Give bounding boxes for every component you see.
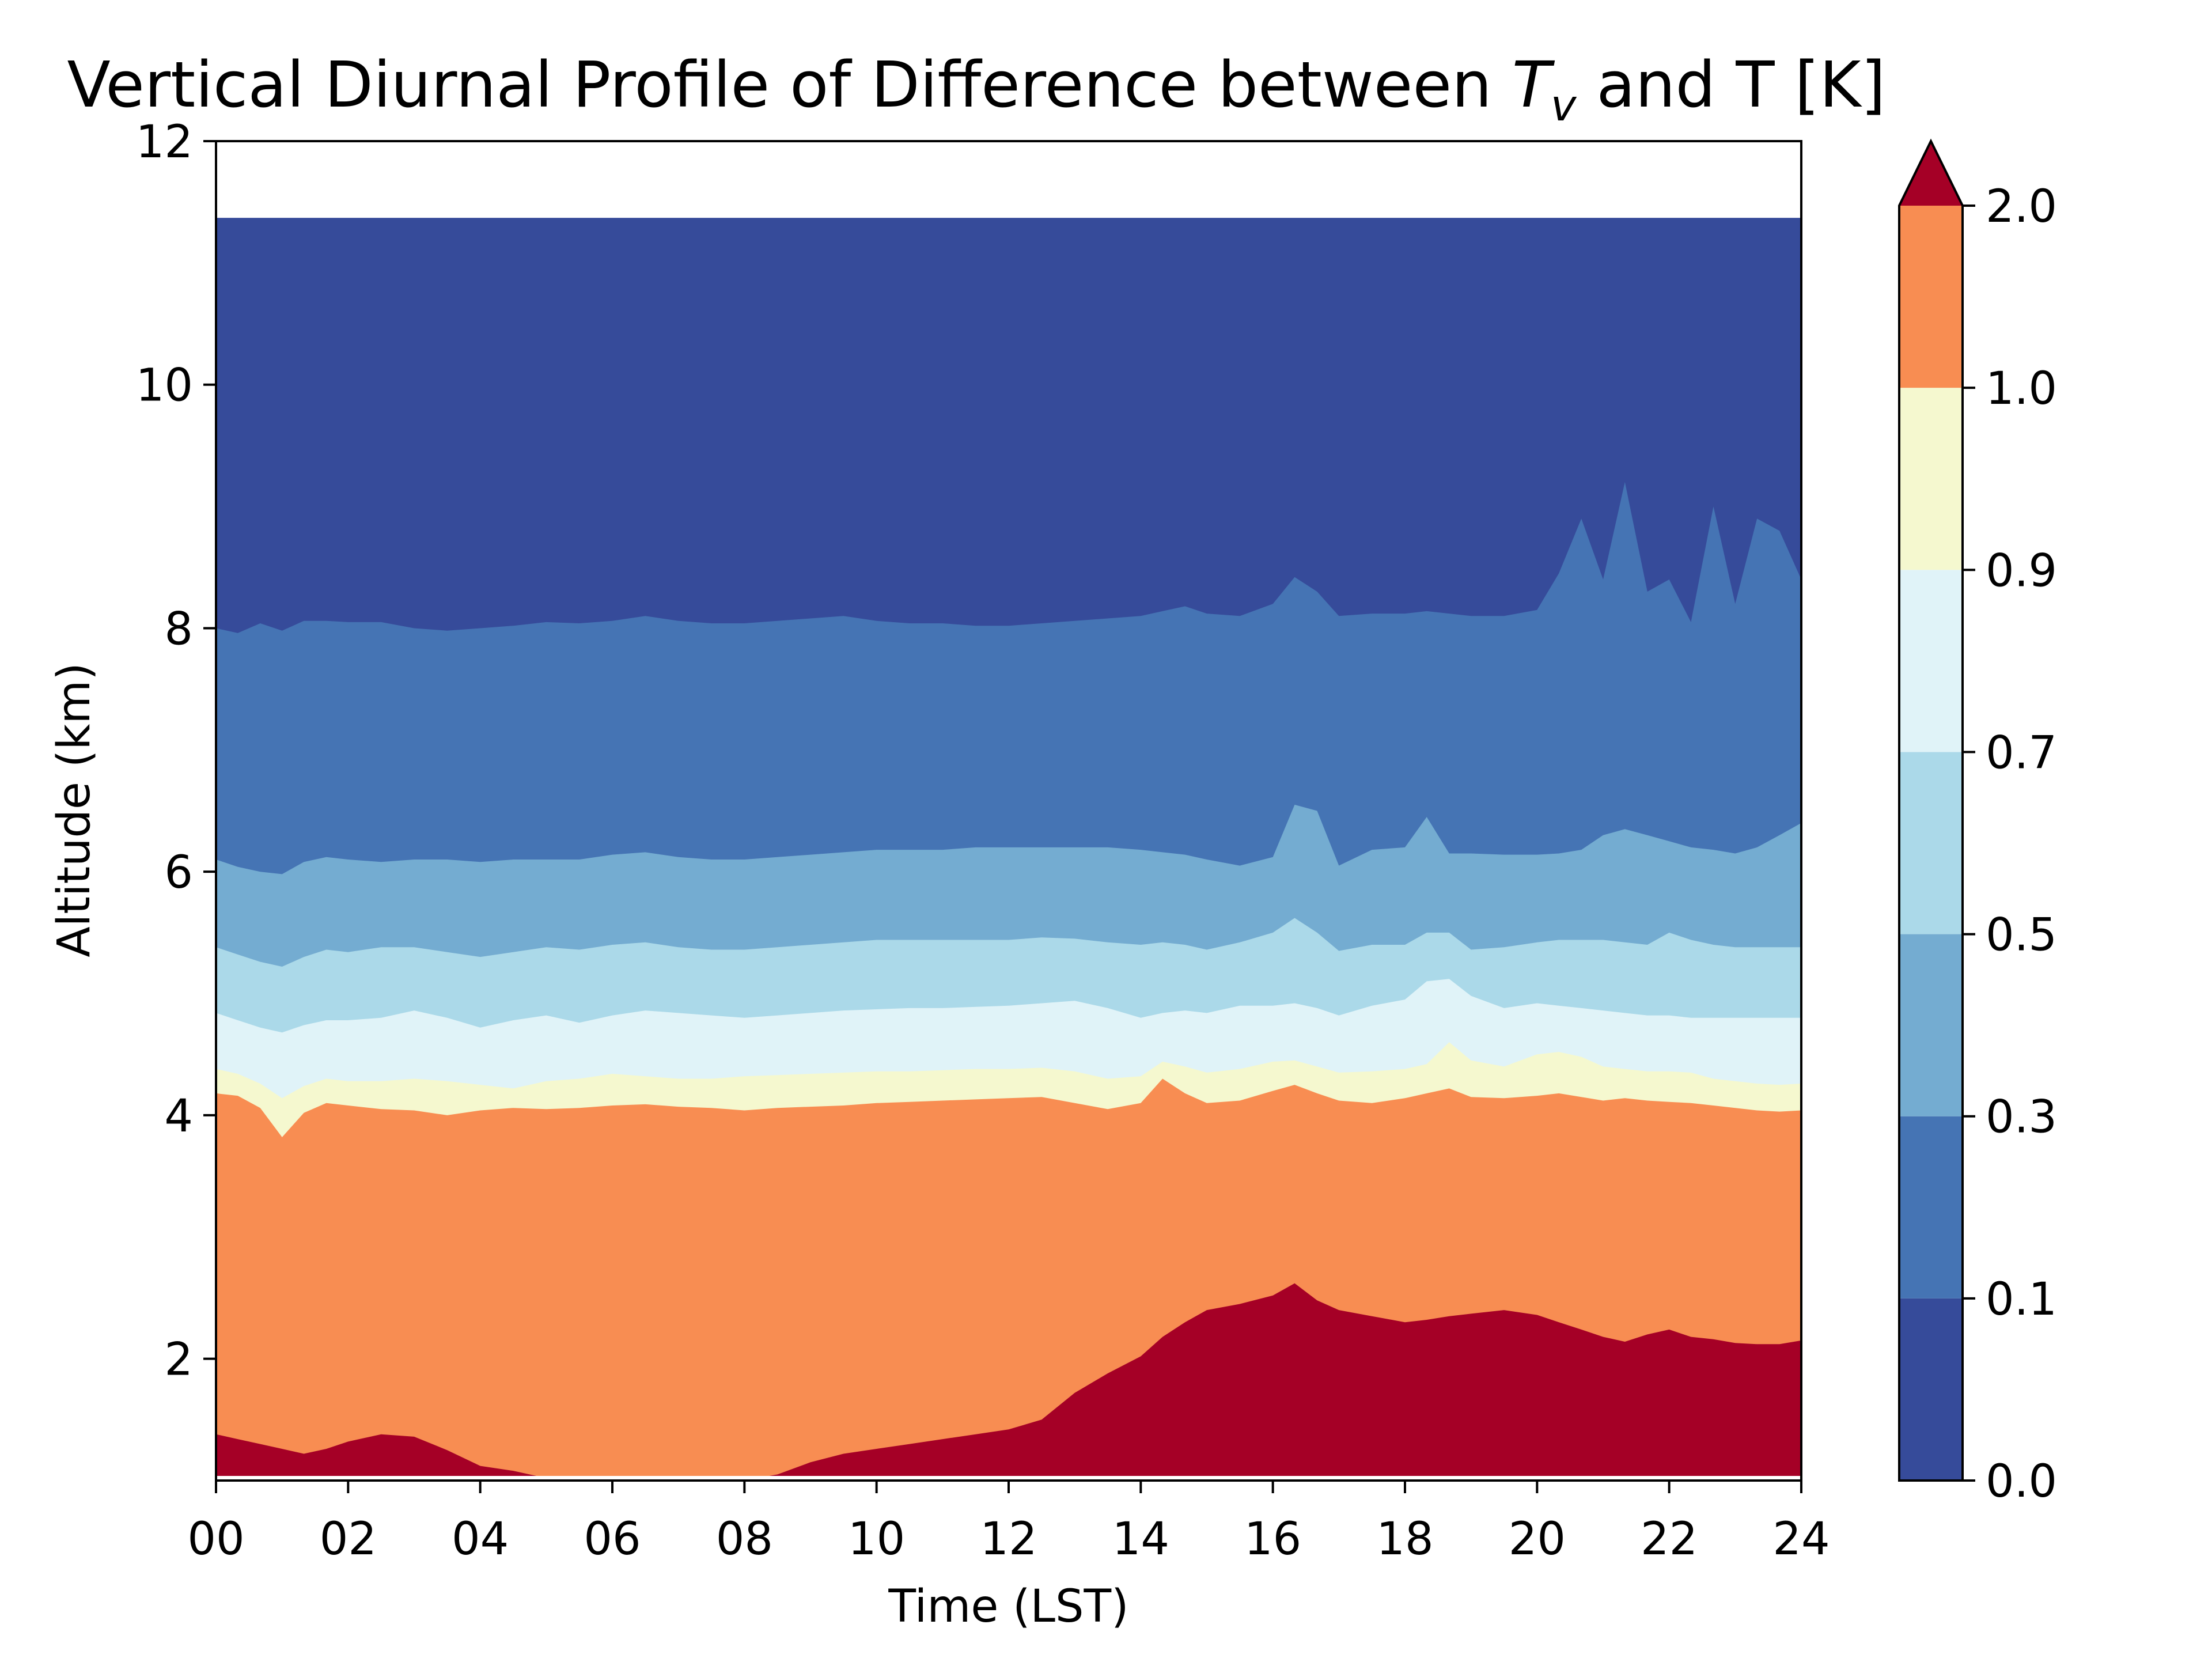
bottom-gap xyxy=(216,1476,1801,1479)
x-tick-label: 16 xyxy=(1244,1513,1301,1565)
x-tick-label: 10 xyxy=(848,1513,905,1565)
y-axis-label: Altitude (km) xyxy=(48,662,100,957)
colorbar-segment xyxy=(1899,934,1963,1116)
contour-bands xyxy=(216,218,1801,1481)
colorbar-tick-label: 0.9 xyxy=(1986,545,2057,597)
y-tick-label: 6 xyxy=(164,847,193,899)
y-tick-label: 8 xyxy=(164,603,193,655)
colorbar-tick-label: 2.0 xyxy=(1986,181,2057,233)
y-tick-label: 10 xyxy=(136,360,193,412)
x-tick-label: 12 xyxy=(980,1513,1037,1565)
title-tail: and T [K] xyxy=(1576,48,1885,122)
x-tick-label: 06 xyxy=(584,1513,641,1565)
x-axis: 00 02 04 06 08 10 12 14 16 18 20 22 24 xyxy=(187,1481,1830,1565)
colorbar-segment xyxy=(1899,1298,1963,1481)
y-tick-label: 2 xyxy=(164,1334,193,1386)
colorbar-extend-arrow xyxy=(1899,141,1963,206)
x-tick-label: 02 xyxy=(320,1513,377,1565)
y-axis: 2 4 6 8 10 12 xyxy=(136,116,216,1386)
band-above-2 xyxy=(216,1283,1801,1481)
title-symbol: T xyxy=(1512,48,1555,122)
colorbar-segment xyxy=(1899,388,1963,570)
chart-title: Vertical Diurnal Profile of Difference b… xyxy=(67,48,1886,131)
colorbar-tick-label: 0.7 xyxy=(1986,727,2057,779)
x-tick-label: 22 xyxy=(1641,1513,1698,1565)
colorbar: 0.0 0.1 0.3 0.5 0.7 0.9 1.0 2.0 xyxy=(1898,138,2057,1508)
x-tick-label: 20 xyxy=(1509,1513,1566,1565)
x-axis-label: Time (LST) xyxy=(888,1581,1128,1633)
colorbar-outline xyxy=(1898,138,1964,1482)
colorbar-segment xyxy=(1899,1116,1963,1298)
x-tick-label: 00 xyxy=(187,1513,244,1565)
colorbar-tick-label: 0.1 xyxy=(1986,1274,2057,1326)
y-tick-label: 12 xyxy=(136,116,193,168)
colorbar-segment xyxy=(1899,206,1963,388)
x-tick-label: 18 xyxy=(1376,1513,1433,1565)
colorbar-segment xyxy=(1899,752,1963,934)
colorbar-tick-label: 0.3 xyxy=(1986,1092,2057,1144)
title-subscript: v xyxy=(1551,80,1577,131)
colorbar-tick-label: 0.0 xyxy=(1986,1456,2057,1508)
x-tick-label: 14 xyxy=(1112,1513,1169,1565)
colorbar-tick-label: 1.0 xyxy=(1986,363,2057,415)
x-tick-label: 08 xyxy=(716,1513,773,1565)
colorbar-tick-label: 0.5 xyxy=(1986,910,2057,961)
colorbar-segment xyxy=(1899,570,1963,752)
x-tick-label: 24 xyxy=(1772,1513,1830,1565)
title-main: Vertical Diurnal Profile of Difference b… xyxy=(67,48,1512,122)
y-tick-label: 4 xyxy=(164,1091,193,1142)
x-tick-label: 04 xyxy=(452,1513,509,1565)
